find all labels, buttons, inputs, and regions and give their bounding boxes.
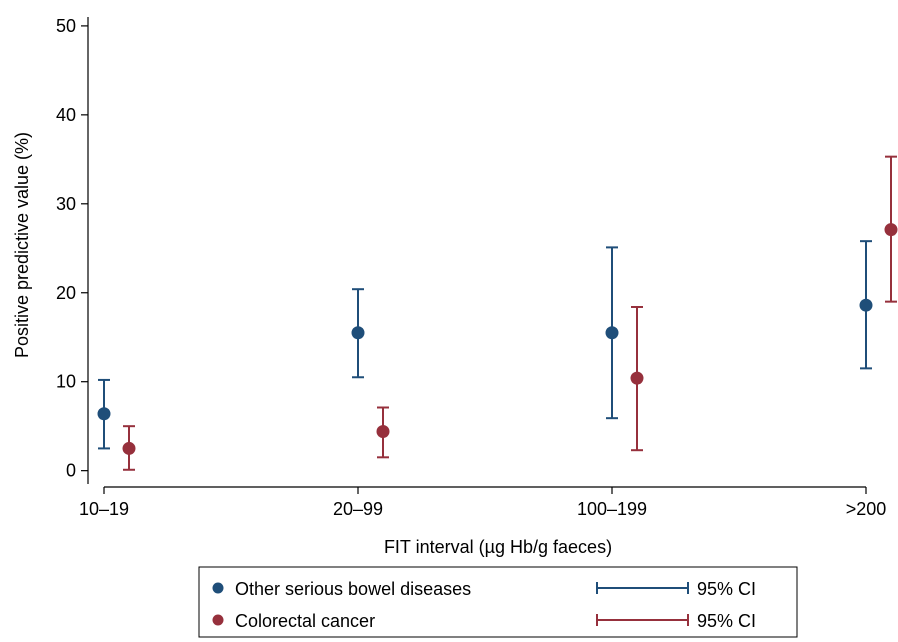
y-tick-label-0: 0	[66, 461, 76, 481]
point-colorectal-cancer-1	[376, 425, 390, 439]
y-tick-label-30: 30	[56, 194, 76, 214]
y-axis-label: Positive predictive value (%)	[12, 132, 32, 358]
legend-ci-marker-other-serious-bowel-diseases	[596, 582, 689, 594]
point-other-serious-bowel-diseases-2	[605, 326, 619, 340]
point-other-serious-bowel-diseases-0	[97, 407, 111, 421]
legend-ci-label-other-serious-bowel-diseases: 95% CI	[697, 579, 756, 599]
x-axis-label: FIT interval (µg Hb/g faeces)	[384, 537, 612, 557]
legend: Other serious bowel diseases 95% CI Colo…	[198, 566, 798, 638]
x-tick-label-2: 100–199	[577, 499, 647, 519]
legend-box	[198, 566, 798, 638]
point-other-serious-bowel-diseases-3	[859, 298, 873, 312]
y-tick-label-50: 50	[56, 16, 76, 36]
x-tick-label-1: 20–99	[333, 499, 383, 519]
legend-marker-colorectal-cancer	[212, 614, 224, 626]
legend-ci-marker-colorectal-cancer	[596, 614, 689, 626]
x-tick-label-0: 10–19	[79, 499, 129, 519]
axes: 0 10 20 30 40 50 10–19 20–99 100–199 >200	[56, 16, 886, 519]
point-colorectal-cancer-0	[122, 441, 136, 455]
y-tick-label-10: 10	[56, 372, 76, 392]
x-tick-label-3: >200	[846, 499, 887, 519]
legend-label-other-serious-bowel-diseases: Other serious bowel diseases	[235, 579, 471, 599]
legend-label-colorectal-cancer: Colorectal cancer	[235, 611, 375, 631]
y-tick-label-40: 40	[56, 105, 76, 125]
y-tick-label-20: 20	[56, 283, 76, 303]
point-colorectal-cancer-2	[630, 371, 644, 385]
point-colorectal-cancer-3	[884, 223, 898, 237]
legend-marker-other-serious-bowel-diseases	[212, 582, 224, 594]
legend-ci-label-colorectal-cancer: 95% CI	[697, 611, 756, 631]
point-other-serious-bowel-diseases-1	[351, 326, 365, 340]
chart-marks	[97, 155, 898, 471]
